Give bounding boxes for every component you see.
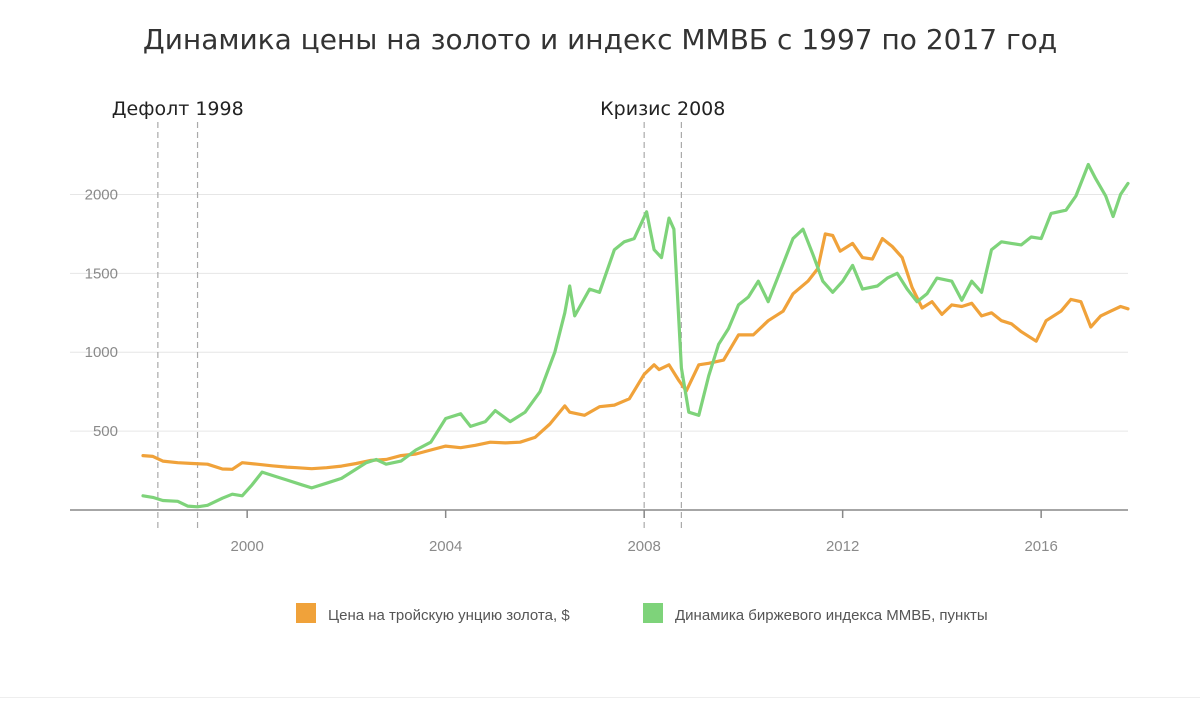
x-tick-label: 2000 [230, 538, 263, 555]
bottom-divider [0, 697, 1200, 698]
series-lines [141, 162, 1130, 509]
x-tick-label: 2008 [627, 538, 660, 555]
y-axis-ticks: 500 1000 1500 2000 [85, 186, 118, 440]
event-label: Кризис 2008 [600, 98, 725, 120]
event-markers: Дефолт 1998 Кризис 2008 [112, 98, 725, 530]
series-line-gold [141, 232, 1130, 471]
chart-title: Динамика цены на золото и индекс ММВБ с … [143, 23, 1057, 56]
legend-label: Цена на тройскую унцию золота, $ [328, 607, 570, 624]
legend-label: Динамика биржевого индекса ММВБ, пункты [675, 607, 988, 624]
grid [70, 193, 1128, 432]
y-tick-label: 500 [93, 423, 118, 440]
x-tick-label: 2016 [1024, 538, 1057, 555]
y-tick-label: 1500 [85, 265, 118, 282]
y-tick-label: 1000 [85, 344, 118, 361]
legend-swatch [296, 603, 316, 623]
x-tick-label: 2004 [429, 538, 462, 555]
series-line-mmvb [141, 162, 1130, 509]
x-tick-label: 2012 [826, 538, 859, 555]
legend: Цена на тройскую унцию золота, $ Динамика… [296, 603, 988, 624]
x-axis-ticks: 2000 2004 2008 2012 2016 [230, 510, 1058, 555]
legend-swatch [643, 603, 663, 623]
y-tick-label: 2000 [85, 186, 118, 203]
event-label: Дефолт 1998 [112, 98, 244, 120]
